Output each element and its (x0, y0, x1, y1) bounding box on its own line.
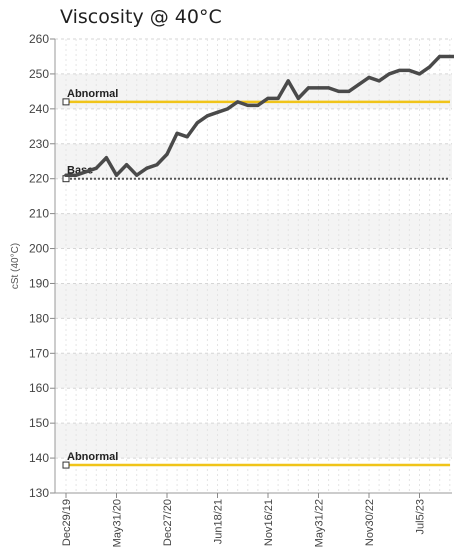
data-point (236, 100, 240, 104)
data-point (64, 173, 68, 177)
data-point (135, 173, 139, 177)
data-point (246, 103, 250, 107)
data-point (155, 163, 159, 167)
y-tick-label: 220 (29, 172, 49, 186)
data-point (367, 75, 371, 80)
data-point (438, 54, 442, 59)
data-point (74, 173, 78, 177)
data-point (377, 79, 381, 83)
data-point (114, 173, 119, 177)
y-tick-label: 150 (29, 416, 49, 430)
data-point (125, 163, 129, 167)
y-tick-label: 200 (29, 242, 49, 256)
data-point (175, 131, 179, 135)
y-tick-label: 170 (29, 346, 49, 360)
data-point (347, 89, 351, 93)
data-point (448, 54, 452, 59)
data-point (357, 82, 361, 86)
y-tick-label: 130 (29, 486, 49, 500)
data-point (215, 110, 220, 114)
y-tick-label: 140 (29, 451, 49, 465)
data-point (407, 68, 411, 73)
data-point (256, 103, 260, 107)
data-point (428, 65, 432, 69)
plot-band (55, 283, 452, 319)
plot-band (55, 353, 452, 389)
y-tick-label: 160 (29, 381, 49, 395)
data-point (185, 135, 189, 139)
data-point (165, 152, 169, 156)
data-point (397, 68, 401, 73)
y-tick-label: 210 (29, 207, 49, 221)
y-tick-label: 260 (29, 32, 49, 46)
reference-marker (62, 461, 70, 469)
plot-band (55, 423, 452, 459)
data-point (195, 121, 199, 125)
x-tick-label: Jul5/23 (415, 499, 427, 534)
data-point (387, 72, 391, 76)
y-tick-label: 230 (29, 137, 49, 151)
data-point (226, 107, 230, 111)
x-tick-label: Dec29/19 (61, 499, 73, 546)
plot-band (55, 213, 452, 249)
data-point (306, 86, 310, 90)
abnormal-label: Abnormal (67, 88, 118, 100)
y-tick-label: 240 (29, 102, 49, 116)
data-point (296, 96, 300, 100)
x-tick-label: May31/22 (314, 499, 326, 547)
data-point (205, 114, 209, 118)
x-tick-label: Jun18/21 (213, 499, 225, 544)
x-tick-label: Dec27/20 (162, 499, 174, 546)
data-point (316, 86, 321, 90)
data-point (276, 96, 280, 100)
data-point (94, 166, 98, 170)
viscosity-series-line (64, 54, 454, 177)
data-point (327, 86, 331, 90)
x-tick-label: May31/20 (112, 499, 124, 547)
y-tick-label: 180 (29, 311, 49, 325)
data-point (104, 156, 108, 160)
data-point (286, 79, 290, 83)
x-tick-label: Nov16/21 (263, 499, 275, 546)
data-point (84, 170, 88, 174)
data-point (417, 72, 422, 76)
y-tick-label: 190 (29, 276, 49, 290)
abnormal-label: Abnormal (67, 451, 118, 463)
reference-marker (62, 98, 70, 106)
chart-title: Viscosity @ 40°C (60, 6, 222, 28)
y-tick-label: 250 (29, 67, 49, 81)
data-point (266, 96, 270, 100)
data-point (337, 89, 341, 93)
x-tick-label: Nov30/22 (364, 499, 376, 546)
data-point (145, 166, 149, 170)
y-axis-label: cSt (40°C) (10, 243, 21, 289)
